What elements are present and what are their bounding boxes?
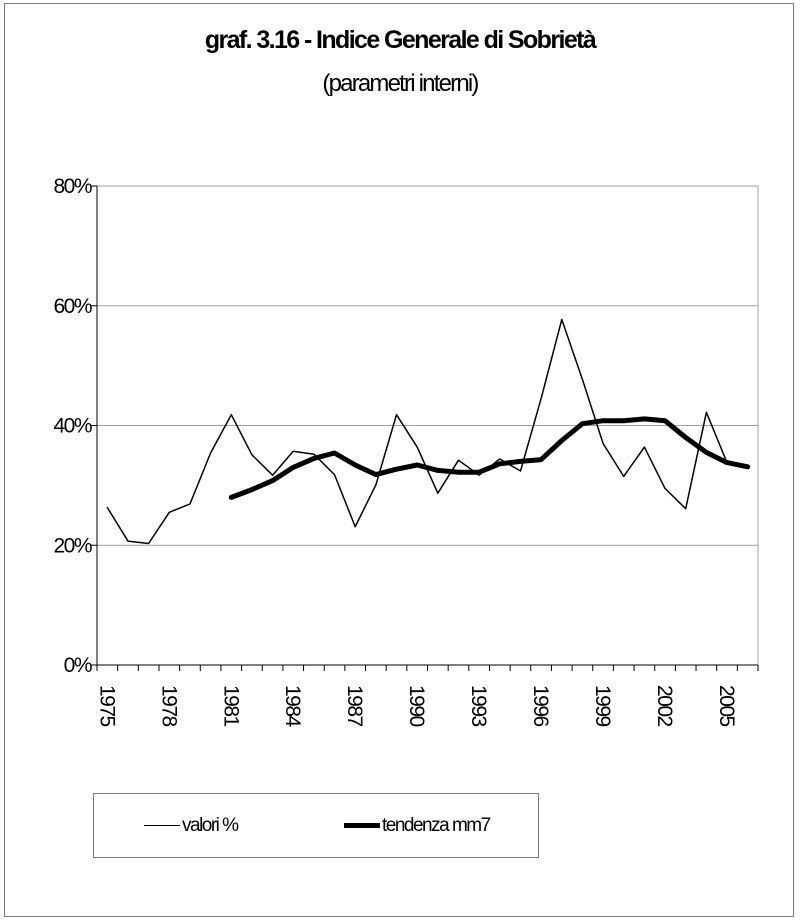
data-point — [479, 472, 480, 473]
data-point — [313, 458, 314, 459]
data-point — [293, 451, 294, 452]
x-tick-label: 1996 — [529, 685, 552, 727]
data-point — [520, 471, 521, 472]
data-point — [603, 443, 604, 444]
data-point — [417, 465, 418, 466]
data-point — [499, 463, 500, 464]
x-tick-label: 1981 — [219, 685, 242, 727]
data-point — [148, 543, 149, 544]
data-point — [231, 497, 232, 498]
x-tick-label: 1999 — [591, 685, 614, 727]
data-point — [272, 475, 273, 476]
data-point — [458, 472, 459, 473]
y-tick-label: 20% — [53, 534, 91, 557]
data-point — [685, 508, 686, 509]
x-tick-label: 2005 — [715, 685, 738, 727]
x-tick-label: 1993 — [467, 685, 490, 727]
y-tick-label: 0% — [64, 654, 92, 677]
data-point — [499, 459, 500, 460]
data-point — [189, 503, 190, 504]
legend-swatch-thin — [144, 824, 180, 827]
data-point — [355, 526, 356, 527]
data-point — [127, 541, 128, 542]
data-point — [210, 453, 211, 454]
data-point — [561, 440, 562, 441]
data-point — [251, 454, 252, 455]
chart-subtitle: (parametri interni) — [322, 70, 479, 97]
data-point — [334, 474, 335, 475]
data-point — [251, 489, 252, 490]
data-point — [561, 319, 562, 320]
data-point — [623, 476, 624, 477]
data-point — [458, 460, 459, 461]
data-point — [747, 466, 748, 467]
data-point — [169, 512, 170, 513]
data-point — [479, 475, 480, 476]
data-point — [582, 379, 583, 380]
data-point — [603, 420, 604, 421]
x-tick-label: 1987 — [343, 685, 366, 727]
data-point — [334, 453, 335, 454]
data-point — [355, 465, 356, 466]
series-line-1 — [228, 416, 751, 500]
x-tick-label: 1978 — [157, 685, 180, 727]
data-point — [665, 420, 666, 421]
data-point — [644, 418, 645, 419]
data-point — [685, 437, 686, 438]
data-point — [727, 462, 728, 463]
data-point — [520, 461, 521, 462]
data-point — [437, 493, 438, 494]
data-point — [396, 414, 397, 415]
x-tick-label: 1984 — [281, 685, 304, 728]
data-point — [665, 488, 666, 489]
data-point — [437, 470, 438, 471]
legend-item-tendenza: tendenza mm7 — [344, 794, 491, 857]
legend-label-tendenza: tendenza mm7 — [382, 814, 491, 836]
data-point — [623, 420, 624, 421]
data-point — [541, 398, 542, 399]
legend-item-valori: valori % — [144, 794, 239, 857]
data-point — [706, 452, 707, 453]
legend: valori % tendenza mm7 — [93, 793, 539, 858]
chart-frame — [4, 3, 794, 917]
y-tick-label: 80% — [53, 175, 91, 198]
data-point — [375, 484, 376, 485]
data-point — [644, 447, 645, 448]
data-point — [107, 507, 108, 508]
data-point — [272, 480, 273, 481]
data-point — [313, 454, 314, 455]
legend-label-valori: valori % — [182, 814, 239, 836]
x-tick-label: 1975 — [95, 685, 118, 727]
x-tick-label: 2002 — [653, 685, 676, 727]
data-point — [417, 447, 418, 448]
x-tick-label: 1990 — [405, 685, 428, 727]
y-tick-label: 60% — [53, 295, 91, 318]
data-point — [396, 469, 397, 470]
series-line-0 — [106, 318, 749, 545]
chart-title: graf. 3.16 - Indice Generale di Sobrietà — [204, 26, 597, 54]
legend-swatch-thick — [344, 823, 380, 828]
data-point — [582, 423, 583, 424]
y-tick-label: 40% — [53, 415, 91, 438]
data-point — [293, 467, 294, 468]
data-point — [231, 414, 232, 415]
data-point — [375, 474, 376, 475]
data-point — [541, 459, 542, 460]
data-point — [706, 412, 707, 413]
